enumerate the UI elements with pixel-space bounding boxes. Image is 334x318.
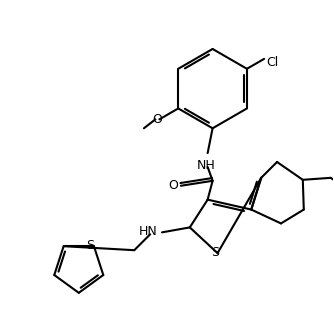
Text: Cl: Cl	[266, 56, 278, 69]
Text: HN: HN	[138, 225, 157, 238]
Text: S: S	[86, 239, 94, 252]
Text: O: O	[168, 179, 178, 192]
Text: O: O	[152, 113, 162, 126]
Text: NH: NH	[196, 159, 215, 172]
Text: S: S	[211, 246, 219, 259]
